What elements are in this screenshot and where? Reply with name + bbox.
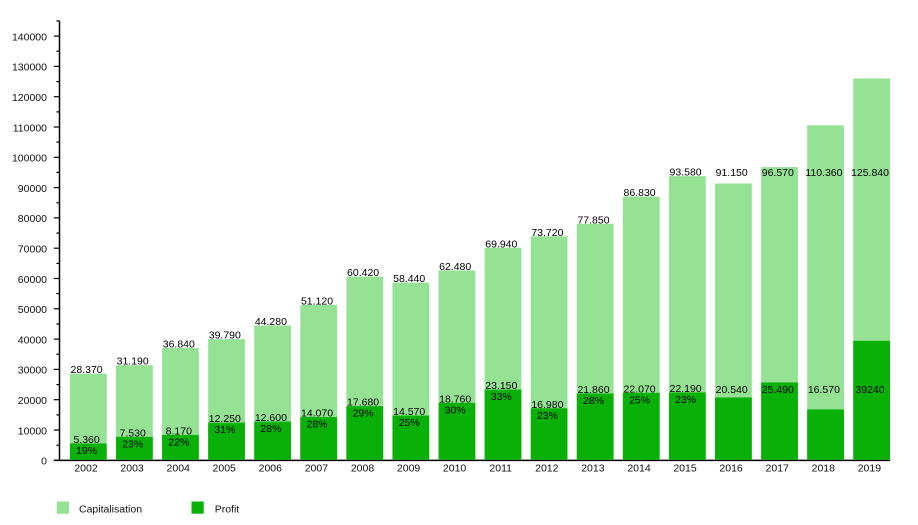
svg-text:80000: 80000 bbox=[18, 213, 47, 225]
svg-text:2010: 2010 bbox=[443, 463, 467, 475]
svg-text:73.720: 73.720 bbox=[531, 227, 563, 239]
svg-text:2018: 2018 bbox=[812, 463, 836, 475]
svg-text:69.940: 69.940 bbox=[485, 238, 517, 250]
svg-text:2007: 2007 bbox=[305, 463, 329, 475]
svg-text:25%: 25% bbox=[399, 417, 420, 429]
svg-text:2009: 2009 bbox=[397, 463, 421, 475]
svg-text:25%: 25% bbox=[629, 394, 650, 406]
svg-text:96.570: 96.570 bbox=[762, 167, 794, 179]
svg-text:20000: 20000 bbox=[18, 395, 47, 407]
svg-text:39240: 39240 bbox=[855, 384, 884, 396]
svg-text:62.480: 62.480 bbox=[439, 261, 471, 273]
svg-text:77.850: 77.850 bbox=[577, 214, 609, 226]
svg-text:44.280: 44.280 bbox=[255, 316, 287, 328]
svg-text:39.790: 39.790 bbox=[209, 330, 241, 342]
svg-text:2015: 2015 bbox=[673, 463, 697, 475]
svg-text:50000: 50000 bbox=[18, 304, 47, 316]
svg-text:29%: 29% bbox=[353, 408, 374, 420]
svg-text:Profit: Profit bbox=[215, 503, 240, 515]
svg-text:30%: 30% bbox=[445, 404, 466, 416]
svg-text:12.600: 12.600 bbox=[255, 412, 287, 424]
svg-text:8.170: 8.170 bbox=[166, 425, 192, 437]
svg-text:7.530: 7.530 bbox=[120, 427, 146, 439]
svg-text:20.540: 20.540 bbox=[716, 384, 748, 396]
svg-text:2002: 2002 bbox=[74, 463, 98, 475]
svg-text:28%: 28% bbox=[583, 395, 604, 407]
svg-text:12.250: 12.250 bbox=[209, 413, 241, 425]
svg-text:2012: 2012 bbox=[535, 463, 559, 475]
svg-text:5.360: 5.360 bbox=[73, 434, 99, 446]
svg-text:18.760: 18.760 bbox=[439, 393, 471, 405]
svg-text:25.490: 25.490 bbox=[762, 384, 794, 396]
svg-text:28%: 28% bbox=[260, 423, 281, 435]
svg-text:2019: 2019 bbox=[858, 463, 882, 475]
svg-text:2011: 2011 bbox=[489, 463, 512, 475]
svg-text:28.370: 28.370 bbox=[71, 364, 103, 376]
svg-text:60000: 60000 bbox=[18, 274, 47, 286]
svg-text:23%: 23% bbox=[675, 394, 696, 406]
svg-text:21.860: 21.860 bbox=[577, 384, 609, 396]
svg-text:2006: 2006 bbox=[259, 463, 283, 475]
svg-text:70000: 70000 bbox=[18, 244, 47, 256]
svg-text:93.580: 93.580 bbox=[670, 167, 702, 179]
svg-text:86.830: 86.830 bbox=[624, 187, 656, 199]
svg-text:60.420: 60.420 bbox=[347, 267, 379, 279]
svg-text:120000: 120000 bbox=[12, 92, 47, 104]
svg-text:28%: 28% bbox=[306, 419, 327, 431]
svg-text:10000: 10000 bbox=[18, 425, 47, 437]
svg-text:110.360: 110.360 bbox=[805, 167, 842, 179]
svg-text:Capitalisation: Capitalisation bbox=[79, 503, 142, 515]
svg-text:30000: 30000 bbox=[18, 365, 47, 377]
svg-text:19%: 19% bbox=[76, 445, 97, 457]
svg-text:2005: 2005 bbox=[213, 463, 237, 475]
svg-text:140000: 140000 bbox=[12, 31, 47, 43]
svg-text:2008: 2008 bbox=[351, 463, 375, 475]
svg-text:110000: 110000 bbox=[13, 122, 47, 134]
svg-text:23%: 23% bbox=[122, 438, 143, 450]
svg-text:33%: 33% bbox=[491, 391, 512, 403]
svg-text:2014: 2014 bbox=[627, 463, 651, 475]
svg-text:2016: 2016 bbox=[719, 463, 743, 475]
svg-text:31.190: 31.190 bbox=[117, 356, 149, 368]
svg-text:2004: 2004 bbox=[167, 463, 191, 475]
svg-text:23.150: 23.150 bbox=[485, 380, 517, 392]
svg-text:2003: 2003 bbox=[120, 463, 144, 475]
svg-text:17.680: 17.680 bbox=[347, 397, 379, 409]
svg-text:51.120: 51.120 bbox=[301, 295, 333, 307]
svg-text:40000: 40000 bbox=[18, 334, 47, 346]
svg-text:14.570: 14.570 bbox=[393, 406, 425, 418]
svg-text:125.840: 125.840 bbox=[851, 167, 889, 179]
svg-text:23%: 23% bbox=[537, 410, 558, 422]
svg-text:58.440: 58.440 bbox=[393, 273, 425, 285]
svg-text:22.190: 22.190 bbox=[670, 383, 702, 395]
svg-text:16.980: 16.980 bbox=[531, 399, 563, 411]
svg-text:22%: 22% bbox=[168, 436, 189, 448]
svg-text:130000: 130000 bbox=[12, 62, 47, 74]
svg-text:36.840: 36.840 bbox=[163, 339, 195, 351]
svg-text:90000: 90000 bbox=[18, 183, 47, 195]
svg-text:91.150: 91.150 bbox=[716, 167, 748, 179]
svg-text:100000: 100000 bbox=[12, 153, 47, 165]
svg-text:14.070: 14.070 bbox=[301, 408, 333, 420]
svg-text:16.570: 16.570 bbox=[808, 384, 840, 396]
svg-text:2017: 2017 bbox=[766, 463, 790, 475]
svg-text:22.070: 22.070 bbox=[624, 383, 656, 395]
svg-text:0: 0 bbox=[41, 456, 47, 468]
svg-text:2013: 2013 bbox=[581, 463, 605, 475]
svg-text:31%: 31% bbox=[214, 424, 235, 436]
